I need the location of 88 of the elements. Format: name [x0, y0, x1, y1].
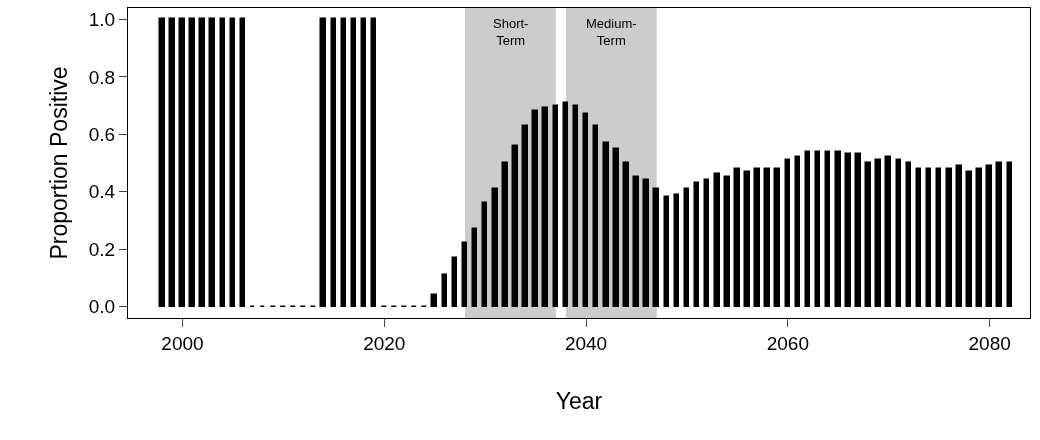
- y-tick-label: 0.2: [88, 238, 116, 260]
- bar: [683, 187, 689, 307]
- x-tick-label: 2060: [766, 332, 809, 354]
- x-tick-label: 2080: [968, 332, 1011, 354]
- bar: [602, 141, 609, 307]
- bar: [915, 167, 921, 307]
- band-label: Medium- Term: [586, 16, 637, 48]
- bar: [895, 158, 901, 307]
- bar: [582, 112, 588, 307]
- bar: [198, 17, 205, 307]
- bar: [864, 161, 871, 307]
- y-tick-label: 0.4: [88, 181, 116, 203]
- band-label: Short- Term: [493, 16, 529, 48]
- bar: [955, 164, 962, 307]
- bar: [773, 167, 780, 307]
- x-tick-label: 2040: [564, 332, 608, 354]
- x-tick-label: 2020: [363, 332, 406, 354]
- bar: [350, 17, 356, 307]
- y-tick-label: 0.0: [88, 296, 116, 318]
- bar: [319, 17, 326, 307]
- bar: [531, 109, 538, 307]
- bar: [239, 17, 245, 307]
- bar: [784, 158, 790, 307]
- bar: [441, 273, 447, 307]
- bar: [753, 167, 760, 307]
- bar: [521, 124, 528, 307]
- bar: [632, 175, 639, 307]
- bar: [340, 17, 346, 307]
- bar: [985, 164, 992, 307]
- bar: [552, 104, 558, 307]
- bar: [743, 170, 750, 307]
- bar: [965, 170, 972, 307]
- bar: [229, 17, 235, 307]
- bar: [935, 167, 941, 307]
- bar: [703, 178, 709, 307]
- y-tick-label: 0.6: [88, 123, 116, 145]
- bar: [592, 124, 598, 307]
- bar: [622, 161, 629, 307]
- bar: [430, 293, 437, 307]
- bar: [642, 178, 649, 307]
- bar: [925, 167, 931, 307]
- bar: [804, 150, 810, 307]
- bar: [945, 167, 952, 307]
- bar: [663, 195, 669, 307]
- bar: [491, 187, 498, 307]
- y-axis-title: Proportion Positive: [46, 66, 73, 260]
- bar: [874, 158, 881, 307]
- bar: [834, 150, 841, 307]
- bar: [1006, 161, 1012, 307]
- bar: [854, 152, 861, 307]
- bar: [673, 193, 679, 307]
- bar: [693, 181, 699, 307]
- bar: [208, 17, 215, 307]
- bar: [844, 152, 851, 307]
- bar: [975, 167, 982, 307]
- bar: [995, 161, 1002, 307]
- bar: [884, 155, 891, 307]
- bar: [511, 144, 518, 307]
- bar: [471, 227, 477, 307]
- bar: [451, 256, 457, 307]
- bar: [501, 161, 508, 307]
- bar: [360, 17, 366, 307]
- bar: [168, 17, 175, 307]
- bar: [794, 155, 800, 307]
- bar: [763, 167, 770, 307]
- bar: [219, 17, 225, 307]
- bar: [330, 17, 336, 307]
- bar: [572, 104, 578, 307]
- bar: [814, 150, 820, 307]
- x-axis-title: Year: [555, 388, 603, 415]
- bar: [158, 17, 165, 307]
- bar: [178, 17, 185, 307]
- bar: [723, 175, 730, 307]
- bar: [370, 17, 376, 307]
- y-tick-label: 0.8: [88, 66, 116, 88]
- bar: [652, 187, 659, 307]
- bar: [905, 161, 911, 307]
- bar: [824, 150, 830, 307]
- bar: [612, 147, 619, 307]
- bar: [461, 241, 467, 307]
- bar: [188, 17, 195, 307]
- y-tick-label: 1.0: [88, 9, 116, 31]
- x-tick-label: 2000: [161, 332, 204, 354]
- bar: [481, 201, 487, 307]
- bar: [713, 172, 720, 307]
- bar: [733, 167, 740, 307]
- bar: [562, 101, 568, 307]
- bar: [541, 106, 548, 307]
